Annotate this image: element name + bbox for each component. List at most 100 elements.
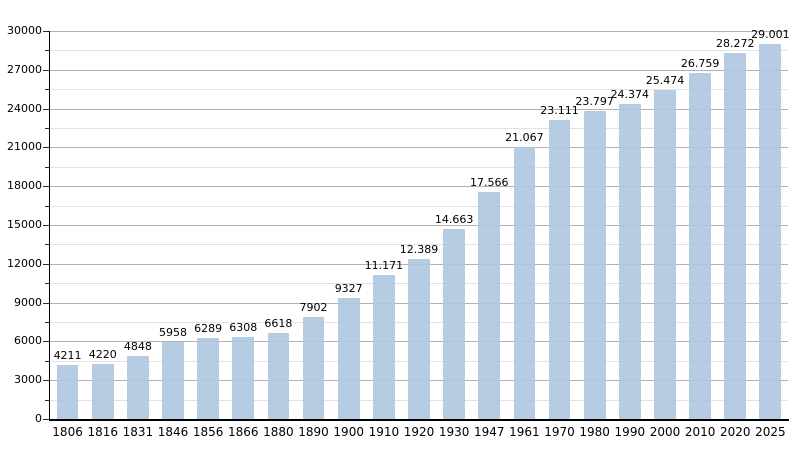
bar <box>443 229 465 419</box>
x-tick-label: 1816 <box>87 425 118 439</box>
bar-value-label: 14.663 <box>434 213 474 227</box>
bar <box>583 111 606 419</box>
bar-slot: 17.566 <box>470 31 509 419</box>
bar-slot: 26.759 <box>680 31 720 419</box>
bar <box>162 341 184 419</box>
y-tick-label: 24000 <box>7 101 42 115</box>
x-tick-label: 1947 <box>473 425 505 439</box>
bar-slot: 9327 <box>331 31 366 419</box>
bar-value-label: 4220 <box>88 348 117 362</box>
bar <box>513 146 536 419</box>
bar-slot: 5958 <box>155 31 190 419</box>
gridline-minor <box>50 205 788 207</box>
x-tick-label: 2000 <box>649 425 681 439</box>
y-minor-tick <box>45 50 49 52</box>
gridline-major <box>50 147 788 149</box>
bar-slot: 4211 <box>50 31 85 419</box>
bar-slot: 23.111 <box>540 31 579 419</box>
bar-value-label: 24.374 <box>610 87 650 101</box>
bar <box>548 120 571 419</box>
x-axis-labels: 1806 1816 1831 1846 1856 1866 1880 1890 1900 1910… <box>50 425 788 439</box>
bar-value-label: 7902 <box>299 300 328 314</box>
y-major-tick <box>43 263 49 265</box>
y-major-tick <box>43 341 49 343</box>
y-major-tick <box>43 147 49 149</box>
y-minor-tick <box>45 360 49 362</box>
bar <box>267 333 290 419</box>
bar <box>337 298 360 419</box>
x-tick-label: 1831 <box>122 425 154 439</box>
bar-value-label: 6308 <box>229 321 258 335</box>
y-major-tick <box>43 108 49 110</box>
bar-value-label: 12.389 <box>399 242 439 256</box>
y-minor-tick <box>45 166 49 168</box>
bar-slot: 12.389 <box>399 31 439 419</box>
y-major-tick <box>43 225 49 226</box>
y-tick-label: 12000 <box>7 256 42 270</box>
bar-value-label: 25.474 <box>645 73 685 87</box>
bar-value-label: 26.759 <box>680 56 720 70</box>
x-tick-label: 1961 <box>509 425 540 439</box>
bar-value-label: 23.797 <box>575 95 614 109</box>
y-major-tick <box>43 69 49 71</box>
x-tick-label: 2010 <box>684 425 716 439</box>
y-minor-tick <box>45 205 49 207</box>
y-tick-label: 0 <box>35 412 42 425</box>
y-tick-label: 9000 <box>14 295 42 309</box>
y-minor-tick <box>45 283 49 285</box>
bar-value-label: 6289 <box>194 321 223 335</box>
x-tick-label: 1930 <box>438 425 470 439</box>
y-tick-label: 3000 <box>14 373 42 387</box>
bar-value-label: 4211 <box>53 348 82 362</box>
bar-value-label: 23.111 <box>540 104 579 118</box>
y-tick-label: 18000 <box>7 179 42 193</box>
bar-value-label: 5958 <box>158 325 187 339</box>
bar-value-label: 29.001 <box>751 27 790 41</box>
bar <box>302 316 325 419</box>
x-axis-line <box>49 419 789 421</box>
y-major-tick <box>43 31 49 32</box>
bar <box>478 191 501 419</box>
bar-value-label: 21.067 <box>505 130 544 144</box>
bar <box>56 364 79 419</box>
bar-slot: 11.171 <box>364 31 404 419</box>
y-major-tick <box>43 419 49 420</box>
gridline-minor <box>50 89 788 91</box>
x-tick-label: 1866 <box>228 425 259 439</box>
gridline-major <box>50 31 788 32</box>
y-tick-label: 6000 <box>14 334 42 348</box>
gridline-major <box>50 108 788 110</box>
bar-slot: 4848 <box>120 31 155 419</box>
y-minor-tick <box>45 399 49 401</box>
bar-slot: 4220 <box>85 31 120 419</box>
gridline-minor <box>50 244 788 246</box>
bar-value-label: 9327 <box>334 282 363 296</box>
x-tick-label: 1980 <box>579 425 610 439</box>
bar-value-label: 11.171 <box>364 258 404 272</box>
bar-slot: 6308 <box>226 31 261 419</box>
bar <box>197 337 220 419</box>
bar-slot: 28.272 <box>715 31 755 419</box>
bar <box>408 258 430 419</box>
bar-slot: 7902 <box>296 31 331 419</box>
y-major-tick <box>43 380 49 382</box>
bar-value-label: 28.272 <box>715 37 755 51</box>
x-tick-label: 1856 <box>192 425 224 439</box>
gridline-major <box>50 186 788 188</box>
y-tick-label: 15000 <box>7 218 42 231</box>
bar-value-label: 4848 <box>123 340 152 354</box>
y-minor-tick <box>45 244 49 246</box>
x-tick-label: 1890 <box>298 425 329 439</box>
gridline-minor <box>50 128 788 129</box>
bar <box>689 72 711 419</box>
bar-slot: 6618 <box>261 31 296 419</box>
x-tick-label: 1920 <box>403 425 435 439</box>
x-tick-label: 2025 <box>755 425 786 439</box>
bar-slot: 29.001 <box>751 27 790 419</box>
bar <box>654 89 676 419</box>
x-tick-label: 1846 <box>157 425 189 439</box>
bar <box>759 43 782 419</box>
bar <box>372 274 395 419</box>
gridline-major <box>50 225 788 226</box>
gridline-major <box>50 69 788 71</box>
